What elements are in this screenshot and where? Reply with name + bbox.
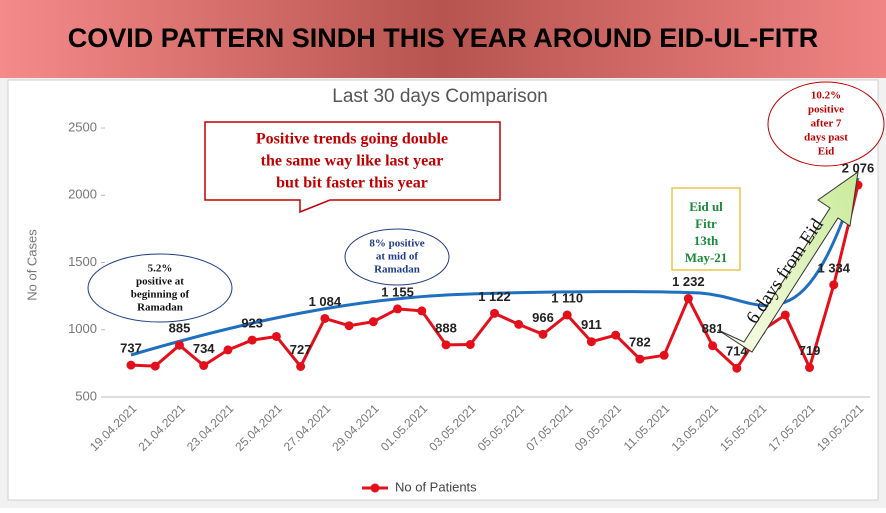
data-label: 923 <box>241 316 263 331</box>
y-tick-label: 1000 <box>68 321 97 336</box>
annotation-text: Eid ul <box>689 199 723 214</box>
data-point <box>126 360 136 370</box>
annotation-text: Eid <box>818 146 835 158</box>
data-point <box>586 337 596 347</box>
data-point <box>805 363 815 373</box>
data-point <box>683 294 693 304</box>
data-label: 782 <box>629 335 651 350</box>
data-point <box>490 308 499 318</box>
data-label: 1 084 <box>309 294 342 309</box>
data-point <box>199 361 209 371</box>
data-point <box>780 310 790 320</box>
data-label: 1 122 <box>478 289 511 304</box>
data-point <box>708 341 718 351</box>
data-label: 885 <box>169 321 191 336</box>
annotation-text: Ramadan <box>374 264 420 276</box>
data-point <box>659 350 669 360</box>
y-tick-label: 500 <box>75 388 97 403</box>
data-point <box>247 335 257 345</box>
data-label: 1 155 <box>381 284 414 299</box>
legend-swatch <box>370 483 380 493</box>
data-point <box>271 331 281 341</box>
header-title: COVID PATTERN SINDH THIS YEAR AROUND EID… <box>68 23 819 53</box>
cloud <box>767 81 885 167</box>
callout-box <box>204 121 501 214</box>
header-band <box>0 0 886 78</box>
data-point <box>611 330 621 340</box>
data-label: 727 <box>290 342 312 357</box>
annotation-text: positive <box>808 104 844 116</box>
annotation-text: 10.2% <box>811 90 841 102</box>
arrow <box>717 170 859 353</box>
data-point <box>296 361 306 371</box>
data-point <box>174 340 184 350</box>
data-point <box>562 310 572 320</box>
y-tick-label: 1500 <box>68 254 97 269</box>
annotation-text: the same way like last year <box>261 153 444 170</box>
data-label: 719 <box>799 343 821 358</box>
data-point <box>635 354 645 364</box>
data-label: 881 <box>702 321 724 336</box>
y-tick-label: 2500 <box>68 119 97 134</box>
data-label: 714 <box>726 344 748 359</box>
cloud <box>87 253 233 323</box>
data-label: 888 <box>435 320 457 335</box>
y-tick-label: 2000 <box>68 187 97 202</box>
annotation-text: positive at <box>136 276 184 288</box>
data-point <box>465 340 475 350</box>
trend-line <box>130 177 860 357</box>
data-point <box>344 321 354 331</box>
annotation-text: beginning of <box>131 289 190 301</box>
annotation-text: 8% positive <box>369 238 424 250</box>
cloud <box>344 228 450 286</box>
data-label: 966 <box>532 310 554 325</box>
data-label: 734 <box>193 341 215 356</box>
legend-label: No of Patients <box>395 479 477 494</box>
data-point <box>368 317 378 327</box>
data-point <box>320 313 330 323</box>
data-label: 1 110 <box>551 290 583 305</box>
annotation-text: Fitr <box>695 216 717 231</box>
annotation-text: but bit faster this year <box>276 175 428 192</box>
data-label: 911 <box>581 317 602 332</box>
data-point <box>223 345 233 355</box>
annotation-text: Ramadan <box>137 302 183 314</box>
annotation-text: 5.2% <box>148 263 173 275</box>
y-axis-label: No of Cases <box>24 229 39 301</box>
data-point <box>417 306 427 316</box>
annotation-text: 13th <box>694 233 719 248</box>
annotation-text: days past <box>804 132 848 144</box>
eid-box <box>671 187 741 271</box>
data-point <box>150 361 160 371</box>
annotation-text: after 7 <box>811 118 842 130</box>
annotation-text: Positive trends going double <box>256 131 448 148</box>
data-point <box>441 340 451 350</box>
data-point <box>514 319 524 329</box>
data-point <box>732 363 742 373</box>
annotation-text: at mid of <box>376 251 419 263</box>
data-label: 1 334 <box>817 260 850 275</box>
data-label: 1 232 <box>672 274 705 289</box>
data-label: 737 <box>120 341 142 356</box>
data-label: 2 076 <box>842 160 875 175</box>
data-point <box>393 304 403 314</box>
annotation-text: May-21 <box>685 250 728 265</box>
data-point <box>829 280 839 290</box>
data-point <box>538 329 548 339</box>
chart-title: Last 30 days Comparison <box>332 86 547 107</box>
